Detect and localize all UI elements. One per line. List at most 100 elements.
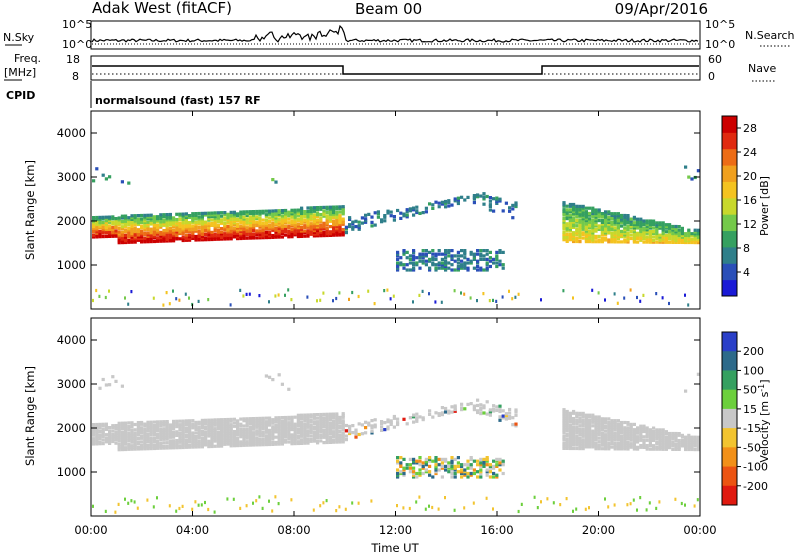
echo-cell: [402, 473, 406, 477]
echo-cell: [264, 420, 268, 424]
echo-cell: [578, 215, 582, 219]
echo-cell: [639, 438, 643, 442]
echo-cell: [319, 205, 323, 210]
echo-cell: [143, 231, 147, 235]
echo-cell: [335, 221, 339, 225]
echo-cell: [431, 475, 435, 479]
echo-cell: [460, 475, 464, 479]
echo-cell: [597, 429, 601, 433]
echo-cell: [687, 237, 691, 241]
echo-cell: [271, 234, 275, 238]
echo-cell: [604, 226, 608, 230]
echo-cell: [693, 232, 697, 236]
echo-cell: [207, 222, 211, 226]
echo-cell: [325, 216, 329, 220]
echo-cell: [271, 209, 275, 213]
echo-cell: [255, 432, 259, 436]
echo-cell: [303, 415, 307, 419]
echo-cell: [328, 439, 332, 443]
echo-cell: [290, 421, 294, 425]
echo-cell: [447, 411, 451, 415]
echo-cell: [367, 423, 371, 427]
echo-cell: [252, 225, 256, 230]
echo-cell: [300, 420, 304, 424]
echo-cell: [597, 224, 601, 228]
echo-cell: [207, 223, 211, 228]
echo-cell: [415, 459, 419, 463]
echo-cell: [197, 220, 201, 224]
echo-cell: [261, 218, 265, 222]
echo-cell: [98, 222, 102, 226]
echo-cell: [280, 423, 284, 427]
echo-cell: [450, 249, 454, 253]
echo-cell: [319, 227, 323, 231]
echo-cell: [165, 420, 169, 424]
echo-cell: [290, 212, 294, 216]
echo-cell: [114, 234, 118, 238]
echo-cell: [575, 229, 579, 233]
echo-cell: [332, 219, 336, 223]
echo-cell: [607, 229, 611, 233]
echo-cell: [220, 219, 224, 224]
echo-cell: [258, 441, 262, 445]
echo-cell: [236, 436, 240, 441]
echo-cell: [610, 222, 614, 226]
noise-cell: [175, 297, 178, 301]
echo-cell: [101, 442, 105, 446]
noise-cell: [268, 300, 270, 304]
noise-cell: [408, 506, 411, 511]
echo-cell: [248, 425, 252, 430]
echo-cell: [258, 437, 262, 442]
noise-cell: [562, 289, 565, 293]
echo-cell: [584, 213, 588, 217]
echo-cell: [514, 422, 518, 426]
echo-cell: [239, 228, 243, 232]
echo-cell: [616, 215, 620, 219]
echo-cell: [319, 416, 323, 420]
echo-cell: [648, 240, 652, 244]
echo-cell: [124, 425, 128, 429]
echo-cell: [165, 227, 169, 231]
echo-cell: [287, 421, 291, 425]
echo-cell: [296, 213, 300, 217]
echo-cell: [114, 229, 118, 233]
echo-cell: [447, 409, 451, 413]
echo-cell: [290, 433, 294, 437]
echo-cell: [172, 218, 176, 222]
echo-cell: [364, 220, 368, 224]
echo-cell: [332, 205, 336, 209]
echo-cell: [159, 437, 163, 441]
echo-cell: [572, 213, 576, 217]
echo-cell: [229, 428, 233, 432]
echo-cell: [229, 440, 233, 444]
echo-cell: [114, 425, 118, 429]
echo-cell: [188, 421, 192, 425]
noise-cell: [629, 288, 632, 292]
echo-cell: [581, 224, 585, 228]
noise-cell: [357, 501, 360, 505]
echo-cell: [213, 221, 217, 226]
echo-cell: [111, 222, 115, 226]
echo-cell: [181, 440, 185, 444]
echo-cell: [668, 223, 672, 227]
echo-cell: [450, 256, 454, 260]
echo-cell: [642, 233, 646, 237]
echo-cell: [588, 240, 592, 244]
echo-cell: [309, 429, 313, 433]
echo-cell: [172, 423, 176, 427]
echo-cell: [216, 234, 220, 238]
echo-cell: [594, 210, 598, 214]
echo-cell: [466, 466, 470, 470]
echo-cell: [136, 236, 140, 241]
echo-cell: [616, 236, 620, 240]
echo-cell: [687, 437, 691, 441]
echo-cell: [476, 259, 480, 263]
echo-cell: [197, 420, 201, 424]
echo-cell: [434, 470, 438, 474]
echo-cell: [565, 409, 569, 414]
echo-cell: [415, 417, 419, 422]
echo-cell: [405, 256, 409, 260]
echo-cell: [642, 221, 646, 225]
power-colorbar-swatch: [722, 197, 737, 215]
echo-cell: [578, 206, 582, 210]
